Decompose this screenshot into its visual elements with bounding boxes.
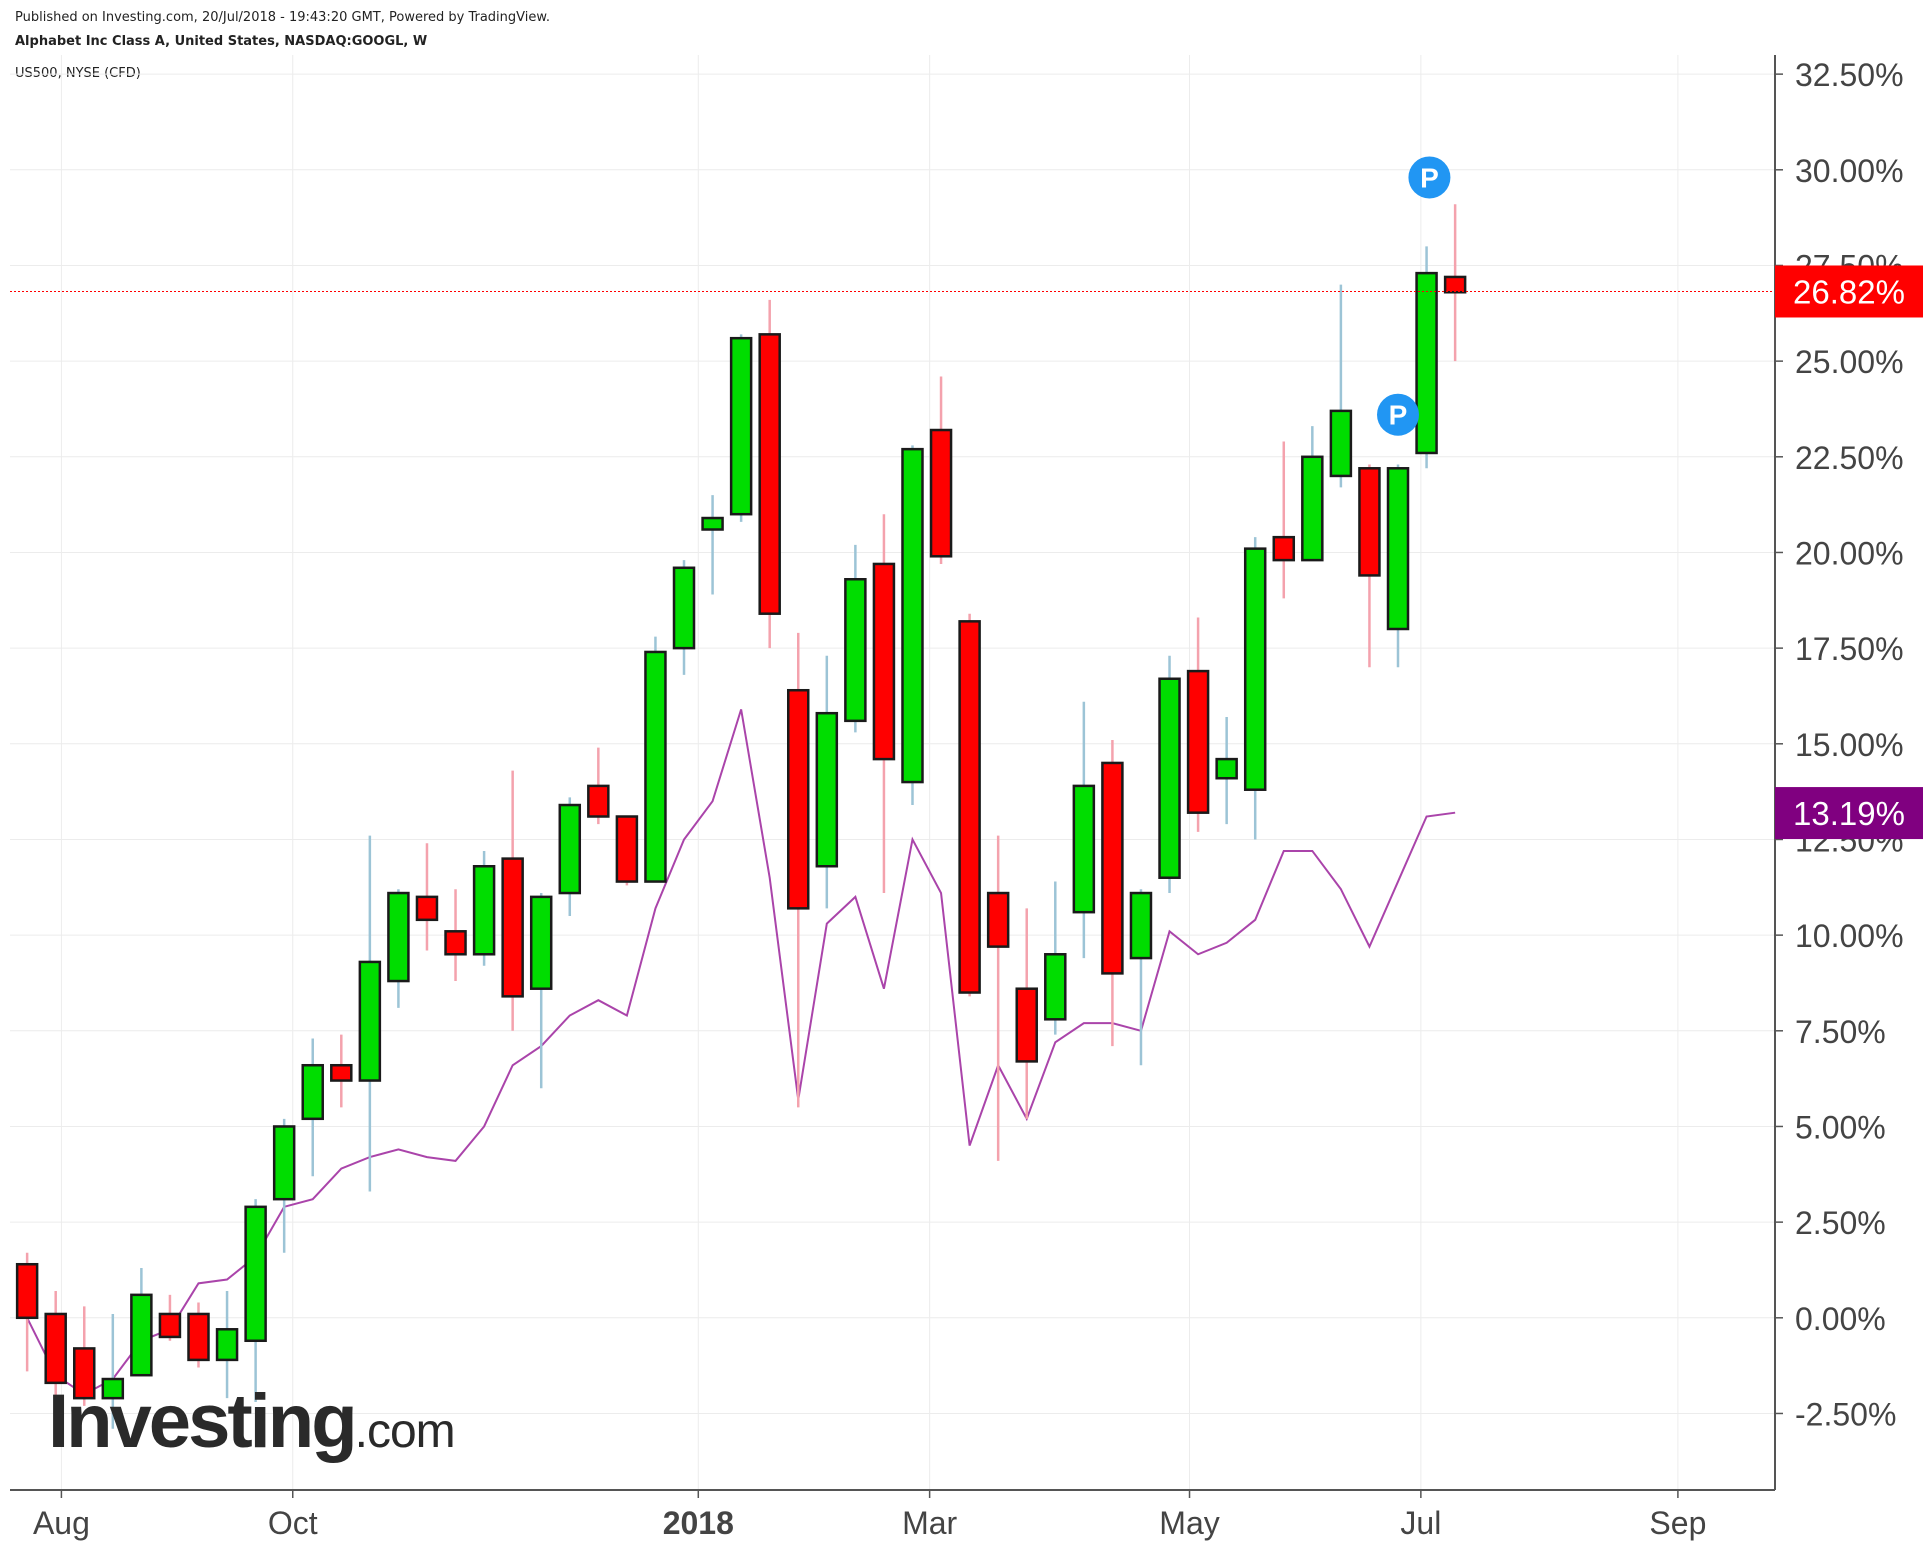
candle-body (472, 865, 496, 956)
candle-body (844, 578, 867, 723)
candle-body (301, 1063, 324, 1121)
candle-body (387, 891, 410, 983)
y-tick-label: 15.00% (1795, 727, 1904, 763)
instrument-title: Alphabet Inc Class A, United States, NAS… (15, 34, 428, 49)
candle-body (244, 1205, 267, 1343)
grid-lines (10, 55, 1775, 1490)
candle-body (1044, 953, 1067, 1021)
candle-body (1186, 669, 1210, 814)
candle-body (15, 1262, 39, 1320)
us500-line (26, 709, 1456, 1396)
candle-body (644, 650, 667, 883)
candle-body (529, 895, 553, 990)
y-tick-label: 0.00% (1795, 1301, 1886, 1337)
candle-body (929, 428, 953, 558)
x-tick-label: Mar (902, 1505, 957, 1541)
candle-body (672, 566, 696, 650)
event-marker-label: P (1389, 400, 1408, 431)
candle-body (787, 688, 810, 910)
x-tick-label: Oct (268, 1505, 318, 1541)
candle-body (158, 1312, 182, 1339)
x-tick-label: Aug (33, 1505, 90, 1541)
candle-body (444, 930, 467, 956)
candle-body (1358, 467, 1381, 577)
candle-body (815, 711, 839, 868)
logo-suffix: .com (354, 1405, 456, 1458)
compare-series (26, 709, 1456, 1396)
y-tick-label: -2.50% (1795, 1396, 1896, 1432)
value-tag-box (1775, 265, 1923, 318)
published-caption: Published on Investing.com, 20/Jul/2018 … (15, 10, 550, 25)
logo-main: Investing (48, 1379, 358, 1464)
last-value-tags: 26.82% 13.19% (1775, 265, 1923, 840)
candle-body (1129, 891, 1153, 960)
candle-body (1101, 761, 1124, 975)
candle-body (330, 1063, 353, 1082)
event-marker-circle[interactable] (1408, 156, 1451, 199)
y-tick-label: 7.50% (1795, 1014, 1886, 1050)
candle-body (101, 1377, 125, 1400)
candle-body (901, 447, 924, 784)
comparison-legend: US500, NYSE (CFD) (15, 66, 141, 81)
candle-body (73, 1347, 96, 1400)
y-tick-label: 10.00% (1795, 918, 1904, 954)
y-tick-label: 2.50% (1795, 1205, 1886, 1241)
candle-body (872, 562, 896, 761)
x-tick-label: May (1159, 1505, 1219, 1541)
candle-body (758, 333, 781, 615)
candle-body (558, 803, 582, 895)
candle-body (130, 1293, 153, 1377)
candle-body (501, 857, 524, 998)
value-tag-label: 26.82% (1793, 273, 1905, 310)
candle-body (1215, 757, 1238, 780)
candle-body (358, 960, 382, 1082)
y-tick-label: 25.00% (1795, 344, 1904, 380)
candle-body (1415, 271, 1438, 455)
candle-body (1015, 987, 1038, 1063)
value-tag-label: 13.19% (1793, 795, 1905, 832)
candle-body (587, 784, 610, 818)
y-tick-label: 20.00% (1795, 535, 1904, 571)
candle-body (187, 1312, 210, 1362)
candle-body (215, 1328, 239, 1362)
y-tick-label: 32.50% (1795, 57, 1904, 93)
x-tick-label: Sep (1649, 1505, 1706, 1541)
candle-body (272, 1125, 296, 1201)
candle-body (415, 895, 439, 922)
event-marker-label: P (1420, 162, 1439, 193)
candle-body (1301, 455, 1324, 562)
candle-body (1443, 275, 1467, 294)
candle-body (1072, 784, 1096, 914)
x-tick-label: Jul (1400, 1505, 1441, 1541)
x-tick-label: 2018 (663, 1505, 734, 1541)
candle-body (958, 620, 981, 994)
event-markers[interactable]: PP (1377, 156, 1451, 436)
candle-body (701, 516, 724, 531)
y-tick-label: 22.50% (1795, 440, 1904, 476)
candle-body (986, 891, 1010, 948)
candlestick-series (15, 204, 1467, 1429)
event-marker-circle[interactable] (1377, 393, 1420, 436)
investing-logo: Investing.com (48, 1384, 456, 1460)
candle-body (615, 815, 639, 883)
candle-body (729, 336, 753, 516)
y-tick-label: 5.00% (1795, 1109, 1886, 1145)
y-tick-label: 17.50% (1795, 631, 1904, 667)
candle-body (1386, 467, 1410, 631)
candle-body (1243, 547, 1267, 791)
candle-body (1272, 535, 1296, 562)
candle-body (1329, 409, 1353, 478)
value-tag-box (1775, 787, 1923, 840)
candle-body (1158, 677, 1181, 879)
candle-body (44, 1312, 67, 1385)
y-tick-label: 30.00% (1795, 153, 1904, 189)
